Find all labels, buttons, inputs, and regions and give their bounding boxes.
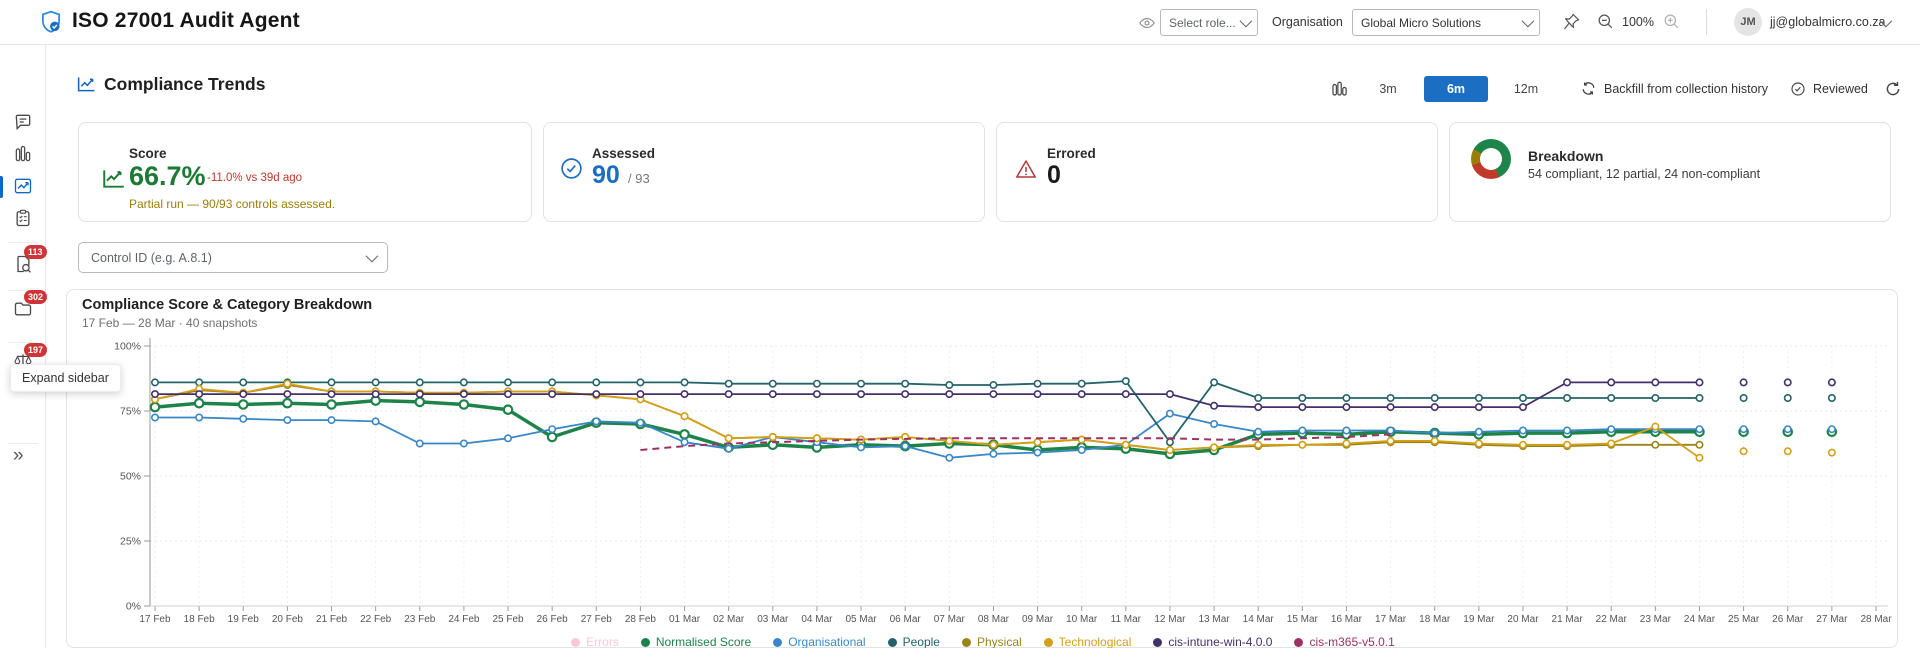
expand-sidebar-tooltip: Expand sidebar xyxy=(10,364,121,392)
sidebar-item-folder[interactable] xyxy=(13,299,33,319)
chart-legend: Errors Normalised Score Organisational Peop… xyxy=(46,635,1920,648)
organisation-label: Organisation xyxy=(1272,15,1343,29)
errored-label: Errored xyxy=(1047,146,1096,161)
legend-item[interactable]: Technological xyxy=(1043,635,1132,648)
legend-item[interactable]: Errors xyxy=(571,635,619,648)
legend-label: Organisational xyxy=(788,635,866,648)
score-card: Score 66.7% -11.0% vs 39d ago Partial ru… xyxy=(78,122,532,222)
legend-dot-icon xyxy=(571,637,581,647)
sidebar-item-chat[interactable] xyxy=(13,112,33,132)
legend-item[interactable]: cis-m365-v5.0.1 xyxy=(1294,635,1395,648)
legend-dot-icon xyxy=(887,637,897,647)
folder-badge: 302 xyxy=(24,290,48,304)
pin-icon[interactable] xyxy=(1562,12,1581,31)
control-id-select[interactable]: Control ID (e.g. A.8.1) xyxy=(78,242,388,273)
assessed-check-icon xyxy=(561,158,582,179)
legend-item[interactable]: People xyxy=(887,635,940,648)
expand-sidebar-button[interactable]: » xyxy=(13,445,24,466)
chevron-down-icon xyxy=(1521,14,1535,28)
backfill-sync-icon[interactable] xyxy=(1580,80,1597,97)
score-note: Partial run — 90/93 controls assessed. xyxy=(129,197,336,211)
sidebar-divider xyxy=(8,290,38,291)
legend-dot-icon xyxy=(1043,637,1053,647)
range-3m-button[interactable]: 3m xyxy=(1379,82,1397,96)
range-12m-button[interactable]: 12m xyxy=(1513,82,1539,96)
doc-search-badge: 113 xyxy=(24,245,47,259)
legend-item[interactable]: Organisational xyxy=(773,635,866,648)
assessed-label: Assessed xyxy=(592,146,656,161)
score-trend-icon xyxy=(103,170,124,188)
score-label: Score xyxy=(129,146,167,161)
legend-dot-icon xyxy=(640,637,650,647)
legend-dot-icon xyxy=(1294,637,1304,647)
sidebar-divider xyxy=(8,242,38,243)
role-select[interactable]: Select role... xyxy=(1160,9,1258,36)
active-nav-indicator xyxy=(0,176,3,198)
sidebar-item-clipboard[interactable] xyxy=(13,208,33,228)
legend-item[interactable]: Normalised Score xyxy=(640,635,752,648)
scale-badge: 197 xyxy=(24,343,48,357)
assessed-value: 90 xyxy=(592,161,620,189)
donut-hole xyxy=(1480,148,1502,170)
app-title: ISO 27001 Audit Agent xyxy=(72,9,300,32)
legend-label: Normalised Score xyxy=(655,635,752,648)
toolbar-bar-chart-icon[interactable] xyxy=(1330,78,1348,100)
refresh-icon[interactable] xyxy=(1884,80,1902,98)
errored-card: Errored 0 xyxy=(996,122,1438,222)
score-delta: -11.0% vs 39d ago xyxy=(207,172,303,184)
chart-subtitle: 17 Feb — 28 Mar · 40 snapshots xyxy=(82,316,258,330)
chevron-down-icon xyxy=(365,249,379,263)
avatar[interactable]: JM xyxy=(1734,8,1762,36)
sidebar-divider xyxy=(8,443,38,444)
legend-item[interactable]: Physical xyxy=(961,635,1022,648)
organisation-select[interactable]: Global Micro Solutions xyxy=(1352,9,1540,36)
legend-label: People xyxy=(902,635,940,648)
app-logo-shield-icon xyxy=(42,10,60,33)
zoom-in-icon[interactable] xyxy=(1662,12,1681,31)
legend-dot-icon xyxy=(773,637,783,647)
page-title: Compliance Trends xyxy=(104,74,266,94)
legend-label: Technological xyxy=(1058,635,1132,648)
backfill-button[interactable]: Backfill from collection history xyxy=(1604,82,1768,96)
organisation-value: Global Micro Solutions xyxy=(1361,15,1482,30)
errored-value: 0 xyxy=(1047,161,1061,189)
user-email: jj@globalmicro.co.za xyxy=(1770,15,1886,29)
sidebar: 113 302 197 » xyxy=(0,45,48,648)
assessed-total: / 93 xyxy=(628,171,650,186)
chart-title: Compliance Score & Category Breakdown xyxy=(82,297,373,313)
legend-label: cis-m365-v5.0.1 xyxy=(1309,635,1395,648)
assessed-card: Assessed 90 / 93 xyxy=(543,122,985,222)
legend-label: Errors xyxy=(586,635,619,648)
legend-dot-icon xyxy=(961,637,971,647)
top-header: ISO 27001 Audit Agent Select role... Org… xyxy=(0,0,1920,45)
sidebar-divider xyxy=(8,342,38,343)
sidebar-item-trends-active[interactable] xyxy=(13,176,33,196)
zoom-out-icon[interactable] xyxy=(1596,12,1615,31)
legend-label: Physical xyxy=(976,635,1022,648)
legend-dot-icon xyxy=(1153,637,1163,647)
range-6m-button[interactable]: 6m xyxy=(1424,76,1488,102)
score-value: 66.7% xyxy=(129,161,206,191)
chart-panel xyxy=(66,289,1898,648)
chevron-down-icon xyxy=(1239,14,1253,28)
errored-warning-icon xyxy=(1016,160,1036,178)
breakdown-summary: 54 compliant, 12 partial, 24 non-complia… xyxy=(1528,167,1761,181)
zoom-level: 100% xyxy=(1622,15,1654,29)
breakdown-label: Breakdown xyxy=(1528,148,1604,164)
sidebar-item-bar-chart[interactable] xyxy=(13,144,33,164)
role-select-placeholder: Select role... xyxy=(1169,15,1236,30)
view-role-eye-icon xyxy=(1139,17,1155,29)
legend-item[interactable]: cis-intune-win-4.0.0 xyxy=(1153,635,1272,648)
reviewed-check-icon[interactable] xyxy=(1790,81,1806,97)
breakdown-card: Breakdown 54 compliant, 12 partial, 24 n… xyxy=(1449,122,1891,222)
legend-label: cis-intune-win-4.0.0 xyxy=(1168,635,1273,648)
control-id-placeholder: Control ID (e.g. A.8.1) xyxy=(91,250,212,265)
trends-title-icon xyxy=(77,77,95,92)
breakdown-donut xyxy=(1471,139,1511,179)
header-divider xyxy=(1706,9,1707,35)
reviewed-button[interactable]: Reviewed xyxy=(1813,82,1868,96)
